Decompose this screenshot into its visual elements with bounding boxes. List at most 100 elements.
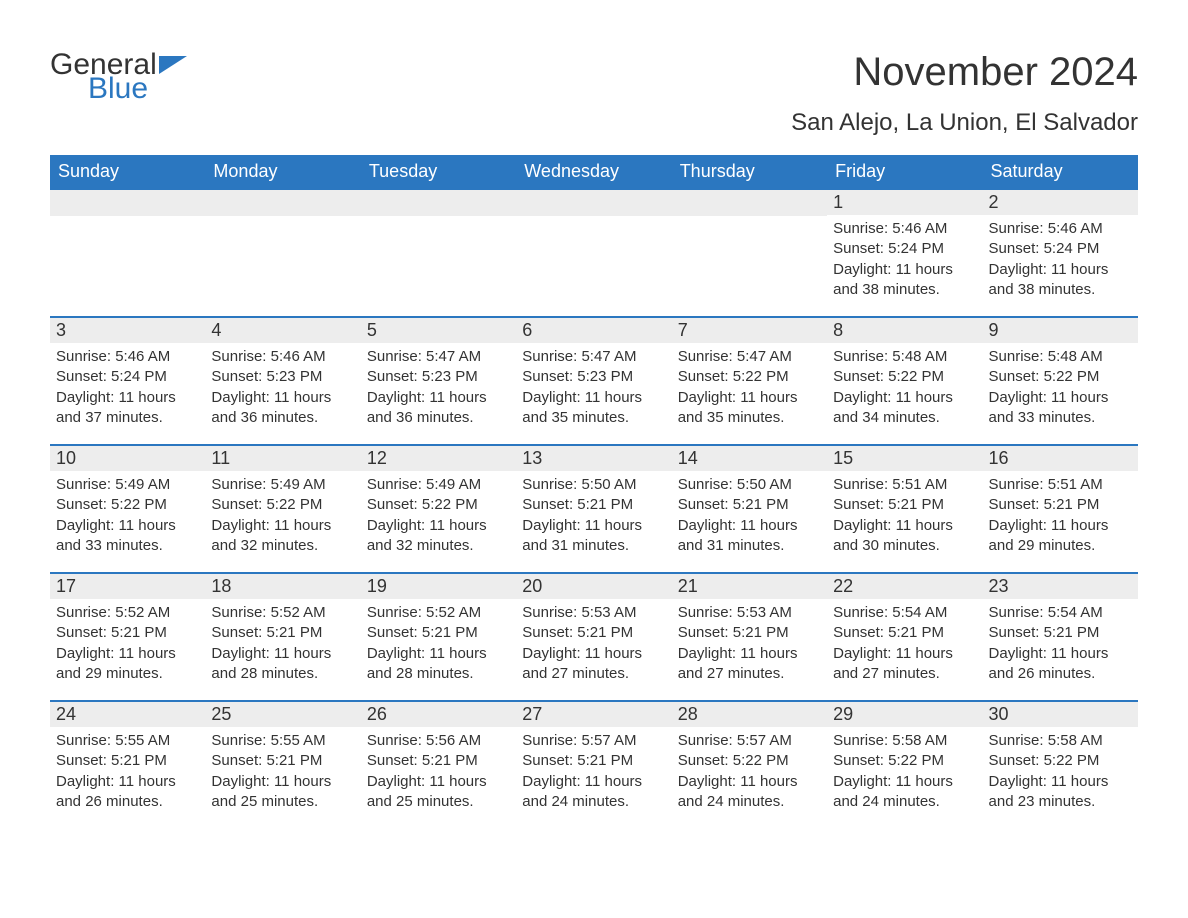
day-body: Sunrise: 5:50 AMSunset: 5:21 PMDaylight:… xyxy=(672,471,827,566)
day-body: Sunrise: 5:58 AMSunset: 5:22 PMDaylight:… xyxy=(827,727,982,822)
daylight-line: Daylight: 11 hours and 26 minutes. xyxy=(56,772,199,813)
day-number: 27 xyxy=(516,702,671,727)
daylight-line: Daylight: 11 hours and 33 minutes. xyxy=(989,388,1132,429)
sunrise-line: Sunrise: 5:46 AM xyxy=(833,219,976,239)
logo-text-blue: Blue xyxy=(88,74,187,104)
day-number-empty xyxy=(205,190,360,216)
header: General Blue November 2024 San Alejo, La… xyxy=(50,50,1138,147)
daylight-line: Daylight: 11 hours and 24 minutes. xyxy=(833,772,976,813)
day-body: Sunrise: 5:57 AMSunset: 5:22 PMDaylight:… xyxy=(672,727,827,822)
day-body: Sunrise: 5:52 AMSunset: 5:21 PMDaylight:… xyxy=(361,599,516,694)
sunrise-line: Sunrise: 5:52 AM xyxy=(367,603,510,623)
daylight-line: Daylight: 11 hours and 32 minutes. xyxy=(211,516,354,557)
daylight-line: Daylight: 11 hours and 36 minutes. xyxy=(367,388,510,429)
sunset-line: Sunset: 5:24 PM xyxy=(56,367,199,387)
calendar-cell xyxy=(361,189,516,317)
sunset-line: Sunset: 5:22 PM xyxy=(833,751,976,771)
calendar-cell: 15Sunrise: 5:51 AMSunset: 5:21 PMDayligh… xyxy=(827,445,982,573)
day-body: Sunrise: 5:46 AMSunset: 5:24 PMDaylight:… xyxy=(983,215,1138,310)
weekday-header: Wednesday xyxy=(516,155,671,189)
day-body: Sunrise: 5:55 AMSunset: 5:21 PMDaylight:… xyxy=(50,727,205,822)
sunset-line: Sunset: 5:24 PM xyxy=(833,239,976,259)
sunset-line: Sunset: 5:21 PM xyxy=(833,623,976,643)
weekday-header: Saturday xyxy=(983,155,1138,189)
sunrise-line: Sunrise: 5:47 AM xyxy=(367,347,510,367)
sunrise-line: Sunrise: 5:50 AM xyxy=(522,475,665,495)
daylight-line: Daylight: 11 hours and 24 minutes. xyxy=(522,772,665,813)
sunset-line: Sunset: 5:22 PM xyxy=(56,495,199,515)
day-body: Sunrise: 5:54 AMSunset: 5:21 PMDaylight:… xyxy=(983,599,1138,694)
weekday-header: Monday xyxy=(205,155,360,189)
location: San Alejo, La Union, El Salvador xyxy=(791,109,1138,137)
day-number: 6 xyxy=(516,318,671,343)
day-number: 3 xyxy=(50,318,205,343)
calendar-cell: 9Sunrise: 5:48 AMSunset: 5:22 PMDaylight… xyxy=(983,317,1138,445)
sunrise-line: Sunrise: 5:50 AM xyxy=(678,475,821,495)
calendar-cell: 6Sunrise: 5:47 AMSunset: 5:23 PMDaylight… xyxy=(516,317,671,445)
day-body: Sunrise: 5:47 AMSunset: 5:23 PMDaylight:… xyxy=(516,343,671,438)
daylight-line: Daylight: 11 hours and 25 minutes. xyxy=(211,772,354,813)
calendar-cell: 11Sunrise: 5:49 AMSunset: 5:22 PMDayligh… xyxy=(205,445,360,573)
calendar-cell: 24Sunrise: 5:55 AMSunset: 5:21 PMDayligh… xyxy=(50,701,205,828)
day-body: Sunrise: 5:47 AMSunset: 5:23 PMDaylight:… xyxy=(361,343,516,438)
daylight-line: Daylight: 11 hours and 27 minutes. xyxy=(678,644,821,685)
calendar-cell: 12Sunrise: 5:49 AMSunset: 5:22 PMDayligh… xyxy=(361,445,516,573)
day-body: Sunrise: 5:48 AMSunset: 5:22 PMDaylight:… xyxy=(827,343,982,438)
daylight-line: Daylight: 11 hours and 38 minutes. xyxy=(989,260,1132,301)
calendar-week-row: 1Sunrise: 5:46 AMSunset: 5:24 PMDaylight… xyxy=(50,189,1138,317)
sunset-line: Sunset: 5:23 PM xyxy=(367,367,510,387)
daylight-line: Daylight: 11 hours and 31 minutes. xyxy=(522,516,665,557)
sunset-line: Sunset: 5:22 PM xyxy=(989,751,1132,771)
sunset-line: Sunset: 5:23 PM xyxy=(211,367,354,387)
day-body: Sunrise: 5:55 AMSunset: 5:21 PMDaylight:… xyxy=(205,727,360,822)
day-number: 5 xyxy=(361,318,516,343)
sunset-line: Sunset: 5:21 PM xyxy=(367,751,510,771)
sunrise-line: Sunrise: 5:46 AM xyxy=(56,347,199,367)
weekday-header: Friday xyxy=(827,155,982,189)
sunrise-line: Sunrise: 5:49 AM xyxy=(56,475,199,495)
day-body: Sunrise: 5:54 AMSunset: 5:21 PMDaylight:… xyxy=(827,599,982,694)
sunrise-line: Sunrise: 5:47 AM xyxy=(522,347,665,367)
calendar-cell: 3 Sunrise: 5:46 AMSunset: 5:24 PMDaylight… xyxy=(50,317,205,445)
sunset-line: Sunset: 5:21 PM xyxy=(989,495,1132,515)
calendar-cell: 8Sunrise: 5:48 AMSunset: 5:22 PMDaylight… xyxy=(827,317,982,445)
calendar-cell xyxy=(50,189,205,317)
sunset-line: Sunset: 5:21 PM xyxy=(211,751,354,771)
sunrise-line: Sunrise: 5:54 AM xyxy=(833,603,976,623)
day-body: Sunrise: 5:49 AMSunset: 5:22 PMDaylight:… xyxy=(205,471,360,566)
sunset-line: Sunset: 5:21 PM xyxy=(522,751,665,771)
day-number: 23 xyxy=(983,574,1138,599)
daylight-line: Daylight: 11 hours and 37 minutes. xyxy=(56,388,199,429)
calendar-cell: 17Sunrise: 5:52 AMSunset: 5:21 PMDayligh… xyxy=(50,573,205,701)
calendar-week-row: 3Sunrise: 5:46 AMSunset: 5:24 PMDaylight… xyxy=(50,317,1138,445)
day-number: 9 xyxy=(983,318,1138,343)
day-number: 1 xyxy=(827,190,982,215)
daylight-line: Daylight: 11 hours and 23 minutes. xyxy=(989,772,1132,813)
day-number: 10 xyxy=(50,446,205,471)
day-number: 8 xyxy=(827,318,982,343)
page: General Blue November 2024 San Alejo, La… xyxy=(0,0,1188,868)
sunset-line: Sunset: 5:22 PM xyxy=(678,751,821,771)
day-body: Sunrise: 5:51 AMSunset: 5:21 PMDaylight:… xyxy=(827,471,982,566)
calendar-cell: 26Sunrise: 5:56 AMSunset: 5:21 PMDayligh… xyxy=(361,701,516,828)
daylight-line: Daylight: 11 hours and 28 minutes. xyxy=(211,644,354,685)
daylight-line: Daylight: 11 hours and 24 minutes. xyxy=(678,772,821,813)
daylight-line: Daylight: 11 hours and 34 minutes. xyxy=(833,388,976,429)
calendar-cell: 2Sunrise: 5:46 AMSunset: 5:24 PMDaylight… xyxy=(983,189,1138,317)
daylight-line: Daylight: 11 hours and 38 minutes. xyxy=(833,260,976,301)
sunset-line: Sunset: 5:21 PM xyxy=(211,623,354,643)
sunrise-line: Sunrise: 5:58 AM xyxy=(833,731,976,751)
weekday-header: Tuesday xyxy=(361,155,516,189)
sunrise-line: Sunrise: 5:55 AM xyxy=(56,731,199,751)
weekday-header: Sunday xyxy=(50,155,205,189)
sunset-line: Sunset: 5:22 PM xyxy=(211,495,354,515)
weekday-header: Thursday xyxy=(672,155,827,189)
day-number: 21 xyxy=(672,574,827,599)
daylight-line: Daylight: 11 hours and 29 minutes. xyxy=(989,516,1132,557)
sunrise-line: Sunrise: 5:53 AM xyxy=(678,603,821,623)
sunrise-line: Sunrise: 5:52 AM xyxy=(56,603,199,623)
calendar-cell: 5Sunrise: 5:47 AMSunset: 5:23 PMDaylight… xyxy=(361,317,516,445)
daylight-line: Daylight: 11 hours and 26 minutes. xyxy=(989,644,1132,685)
sunset-line: Sunset: 5:21 PM xyxy=(522,495,665,515)
daylight-line: Daylight: 11 hours and 30 minutes. xyxy=(833,516,976,557)
